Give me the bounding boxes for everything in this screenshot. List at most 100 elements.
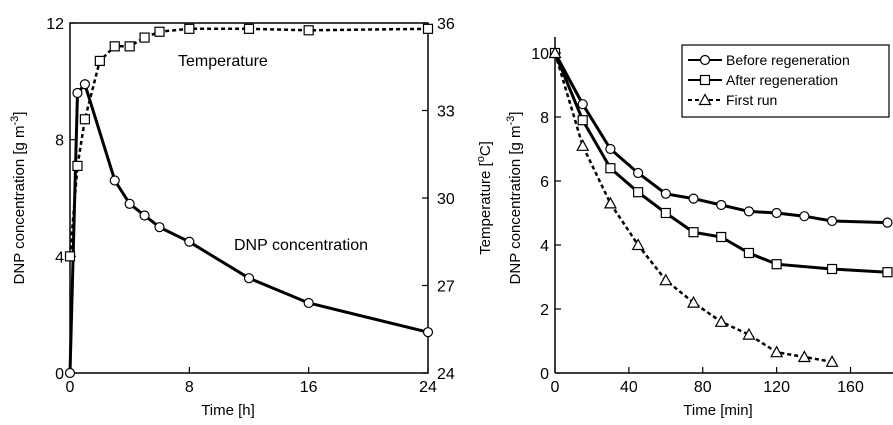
legend-label-2: First run — [726, 92, 777, 108]
legend-label-0: Before regeneration — [726, 52, 850, 68]
right-series-2-point — [603, 196, 617, 209]
right-x-tick-label: 40 — [620, 379, 638, 396]
left-series-0-point — [79, 79, 91, 90]
left-y2-tick-label: 36 — [437, 16, 455, 33]
left-y-tick-label: 8 — [55, 133, 64, 150]
right-series-2-point — [742, 327, 756, 340]
right-series-group — [548, 46, 893, 367]
left-series-1-point — [184, 23, 195, 34]
legend: Before regeneration After regeneration Fir… — [681, 44, 890, 118]
left-series-1-point — [303, 25, 314, 36]
right-tick-labels: 0 40 80 120 160 0 2 4 6 8 10 — [531, 46, 864, 396]
left-tick-labels: 0 8 16 24 0 4 8 12 24 27 30 33 36 — [46, 16, 455, 396]
left-series-1-point — [109, 41, 120, 52]
left-series-1-point — [422, 23, 434, 34]
right-axis-ticks — [554, 52, 852, 374]
left-series-1-point — [72, 160, 83, 172]
legend-marker-2 — [698, 93, 712, 106]
right-series-1-point — [826, 263, 838, 275]
right-x-tick-label: 80 — [694, 379, 712, 396]
left-series-0-point — [124, 198, 135, 209]
right-series-0-point — [605, 143, 616, 155]
right-series-2-point — [659, 273, 673, 286]
right-y-tick-label: 6 — [540, 174, 549, 191]
right-x-tick-label: 120 — [763, 379, 790, 396]
left-series-1-point — [154, 26, 165, 37]
left-y-tick-label: 4 — [55, 249, 64, 266]
right-x-axis-label: Time [min] — [683, 402, 752, 419]
right-series-0-point — [688, 193, 699, 204]
right-y-label-exp: o — [475, 156, 487, 162]
left-series-1-point — [79, 114, 91, 125]
right-y-tick-label: 2 — [540, 302, 549, 319]
right-series-1-point — [660, 207, 671, 219]
right-series-2-point — [797, 350, 811, 363]
left-series-1-point — [64, 251, 76, 262]
left-y2-tick-label: 33 — [437, 104, 455, 121]
annotation-dnp-concentration: DNP concentration — [234, 237, 368, 254]
left-series-0-point — [243, 273, 255, 284]
right-y-tick-label: 0 — [540, 366, 549, 383]
right-chart-y-axis-label: DNP concentration [g m-3] — [505, 112, 524, 285]
left-y2-tick-label: 24 — [437, 366, 455, 383]
right-series-1-point — [605, 163, 616, 174]
right-series-2-point — [825, 355, 839, 367]
left-x-tick-label: 24 — [419, 379, 437, 396]
right-axes-lines — [554, 37, 893, 374]
left-series-line-0 — [68, 81, 429, 374]
right-y-tick-label: 10 — [531, 46, 549, 63]
right-x-tick-label: 160 — [837, 379, 864, 396]
left-series-1-point — [94, 55, 105, 67]
left-series-0-point — [303, 297, 314, 309]
left-x-tick-label: 8 — [185, 379, 194, 396]
left-series-0-point — [154, 222, 165, 233]
right-series-1-point — [716, 231, 727, 243]
left-y-label-exp: -3 — [9, 116, 21, 126]
right-series-0-point — [771, 207, 782, 219]
right-chart: 0 40 80 120 160 0 2 4 6 8 10 Time [min] DNP concen… — [505, 37, 893, 419]
left-series-0-point — [139, 210, 150, 221]
right-series-2-point — [687, 295, 701, 308]
left-x-axis-label: Time [h] — [201, 402, 255, 419]
right-series-1-point — [688, 227, 699, 238]
left-series-0-point — [109, 175, 120, 186]
left-y2-tick-label: 30 — [437, 191, 455, 208]
left-series-0-point — [64, 367, 76, 379]
right-chart-y-label-exp: -3 — [505, 116, 517, 126]
right-series-1-point — [743, 247, 755, 259]
left-series-0-point — [72, 87, 83, 99]
left-y-label-close: ] — [11, 112, 28, 116]
left-x-tick-label: 0 — [66, 379, 75, 396]
left-y2-tick-label: 27 — [437, 279, 455, 296]
right-series-2-point — [631, 238, 645, 251]
right-series-1-point — [633, 187, 644, 198]
annotation-temperature: Temperature — [178, 53, 268, 70]
left-y-tick-label: 12 — [46, 16, 64, 33]
left-chart: 0 8 16 24 0 4 8 12 24 27 30 33 36 Time [h] DNP conce… — [9, 16, 494, 419]
left-series-1-point — [139, 32, 150, 43]
left-y-axis-label: DNP concentration [g m-3] — [9, 112, 28, 285]
left-series-line-1 — [68, 27, 429, 257]
legend-label-1: After regeneration — [726, 72, 838, 88]
right-y-label-main: Temperature [ — [477, 161, 494, 254]
right-series-0-point — [743, 206, 755, 217]
right-series-2-point — [548, 46, 562, 59]
right-y-axis-label: Temperature [oC] — [475, 141, 494, 255]
legend-items: Before regeneration After regeneration Fir… — [688, 52, 850, 108]
left-series-1-point — [243, 23, 255, 34]
right-series-2-point — [714, 315, 728, 327]
right-series-1-point — [577, 115, 588, 126]
legend-marker-0 — [699, 54, 711, 66]
right-series-1-point — [882, 267, 893, 278]
left-series-group — [64, 23, 434, 379]
right-series-0-point — [577, 99, 588, 110]
right-series-2-point — [576, 139, 590, 151]
right-series-0-point — [799, 211, 810, 222]
left-x-tick-label: 16 — [300, 379, 318, 396]
left-y-label-main: DNP concentration [g m — [11, 125, 28, 284]
right-series-1-point — [771, 259, 782, 270]
left-series-0-point — [184, 236, 195, 247]
right-chart-y-label-close: ] — [507, 112, 524, 116]
